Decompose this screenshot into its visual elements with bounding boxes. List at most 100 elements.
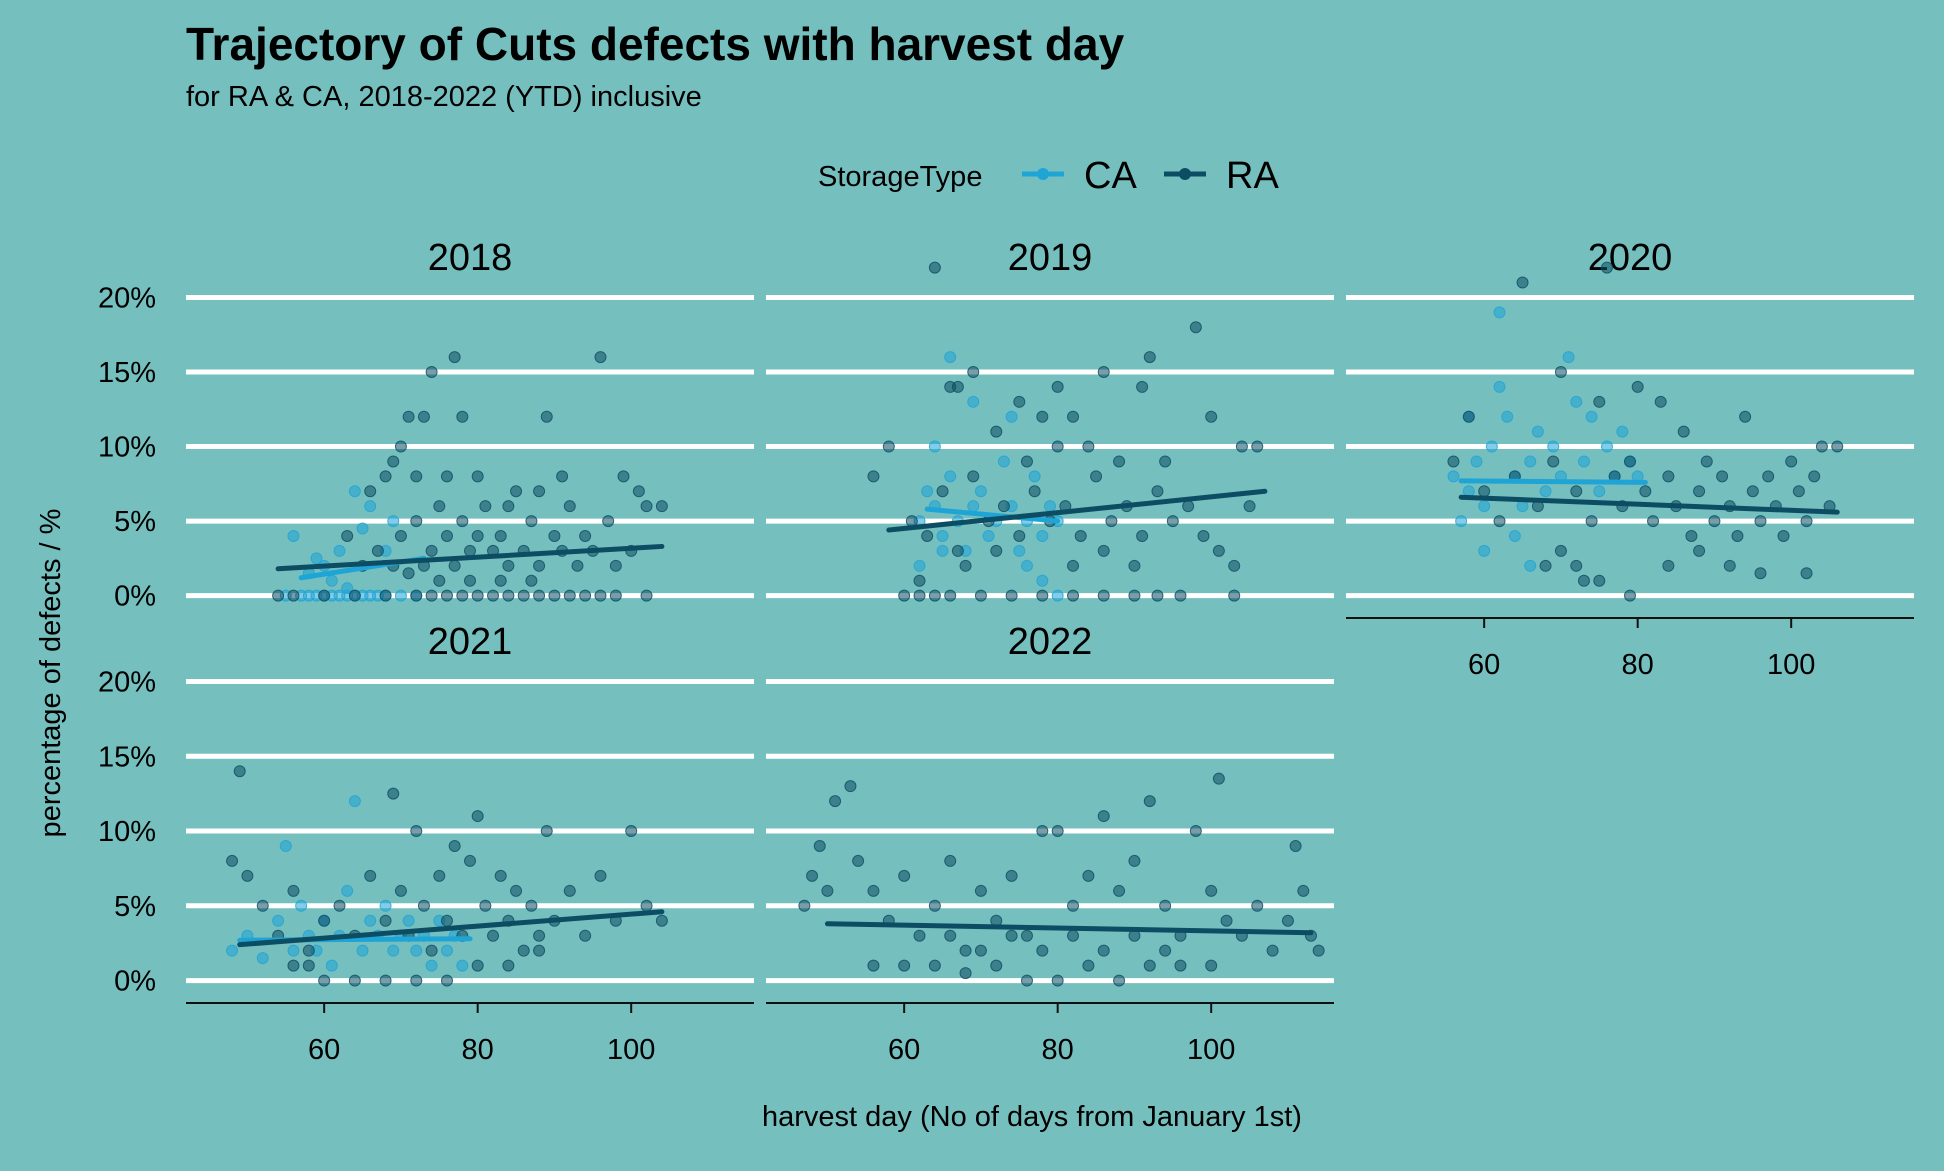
data-point: [898, 959, 911, 972]
data-point: [640, 500, 653, 513]
data-point: [1220, 914, 1233, 927]
data-point: [1113, 884, 1126, 897]
data-point: [287, 589, 300, 602]
legend-key-ra-dot: [1179, 168, 1191, 180]
data-point: [448, 351, 461, 364]
data-point: [256, 899, 269, 912]
data-point: [594, 589, 607, 602]
data-point: [348, 589, 361, 602]
data-point: [226, 854, 239, 867]
data-point: [936, 530, 949, 542]
data-point: [579, 530, 592, 542]
data-point: [1624, 589, 1636, 602]
data-point: [1036, 530, 1049, 542]
data-point: [517, 944, 530, 957]
data-point: [1647, 515, 1660, 528]
data-point: [387, 455, 400, 468]
data-point: [1036, 410, 1049, 423]
trend-line-ra: [1458, 494, 1840, 515]
data-point: [1785, 455, 1798, 468]
data-point: [387, 787, 400, 800]
data-point: [533, 589, 546, 602]
data-point: [1067, 589, 1080, 602]
data-point: [1097, 366, 1110, 378]
data-point: [1113, 455, 1126, 468]
data-point: [844, 780, 857, 793]
data-point: [341, 582, 354, 595]
data-point: [1639, 485, 1652, 498]
data-point: [1281, 914, 1294, 927]
data-point: [898, 589, 911, 602]
data-point: [410, 470, 423, 483]
data-point: [1312, 944, 1325, 957]
data-point: [295, 899, 308, 912]
data-point: [563, 589, 576, 602]
data-point: [563, 884, 576, 897]
data-point: [287, 884, 300, 897]
legend-label-ra: RA: [1226, 155, 1279, 197]
data-point: [1266, 944, 1279, 957]
data-point: [379, 974, 392, 987]
data-point: [487, 929, 500, 942]
trend-line-ra: [237, 909, 665, 948]
data-point: [1251, 899, 1264, 912]
data-point: [1478, 485, 1491, 498]
data-point: [425, 366, 438, 378]
data-point: [959, 967, 972, 980]
data-point: [1616, 425, 1629, 438]
x-tick-label: 60: [888, 1034, 920, 1066]
data-point: [1708, 515, 1721, 528]
data-point: [440, 974, 453, 987]
data-point: [540, 825, 553, 838]
data-point: [417, 410, 430, 423]
y-tick-label: 15%: [98, 741, 156, 773]
data-point: [448, 839, 461, 852]
data-point: [464, 544, 476, 557]
data-point: [425, 589, 438, 602]
data-point: [356, 522, 369, 535]
data-point: [1524, 455, 1537, 468]
panel-2018: 2018 0% 5% 10% 15% 20%: [98, 237, 754, 613]
data-point: [379, 589, 392, 602]
data-point: [1570, 395, 1583, 408]
data-point: [1754, 567, 1767, 580]
data-point: [1197, 530, 1210, 542]
data-point: [1205, 959, 1218, 972]
data-point: [1182, 500, 1195, 513]
data-point: [997, 500, 1010, 513]
data-point: [1462, 410, 1475, 423]
data-point: [913, 574, 926, 587]
data-point: [1166, 515, 1179, 528]
panel-2021: 2021 0% 5% 10% 15% 20% 60 80 100: [98, 621, 754, 1066]
data-point: [1731, 530, 1744, 542]
data-point: [1174, 959, 1187, 972]
data-point: [1508, 530, 1521, 542]
data-point: [609, 589, 622, 602]
data-point: [1159, 899, 1172, 912]
data-point: [1516, 276, 1529, 289]
data-point: [1097, 944, 1110, 957]
data-point: [967, 395, 980, 408]
data-point: [464, 854, 476, 867]
data-point: [226, 944, 239, 957]
panel-strip-label: 2018: [428, 237, 513, 279]
data-point: [1151, 485, 1164, 498]
legend: StorageType CA RA: [818, 155, 1279, 197]
data-point: [448, 559, 461, 572]
data-point: [525, 574, 538, 587]
data-point: [464, 574, 476, 587]
y-tick-label: 0%: [114, 581, 156, 613]
data-point: [1051, 974, 1064, 987]
data-point: [371, 544, 384, 557]
data-point: [1531, 425, 1544, 438]
data-point: [287, 530, 300, 542]
data-point: [602, 515, 615, 528]
trend-line-ca: [924, 506, 1061, 524]
series-ca: [913, 351, 1064, 602]
data-point: [502, 589, 515, 602]
data-point: [494, 574, 507, 587]
data-point: [1693, 544, 1706, 557]
data-point: [1013, 395, 1026, 408]
data-point: [1136, 380, 1149, 393]
